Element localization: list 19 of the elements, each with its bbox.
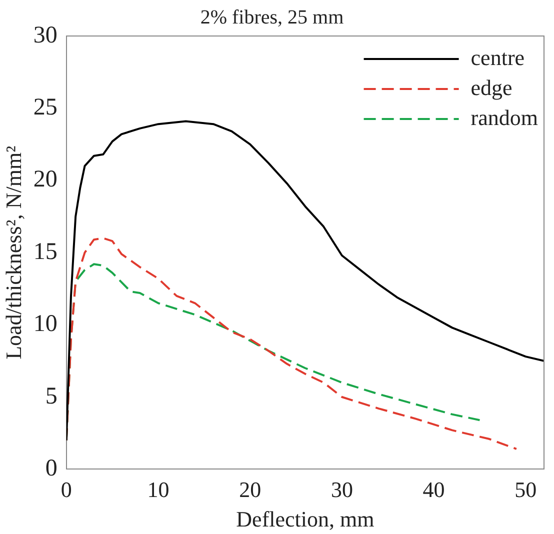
y-tick-label: 20 (33, 166, 58, 193)
line-series (66, 237, 518, 450)
x-tick-label: 50 (514, 477, 537, 502)
legend-label: centre (470, 44, 525, 70)
y-tick-label: 15 (33, 238, 58, 265)
x-tick-label: 30 (330, 477, 353, 502)
x-tick-label: 10 (147, 477, 170, 502)
x-tick-label: 40 (422, 477, 445, 502)
y-tick-label: 30 (33, 22, 58, 48)
y-tick-label: 10 (33, 311, 58, 338)
x-axis-title: Deflection, mm (236, 506, 374, 532)
y-tick-label: 0 (45, 455, 58, 482)
y-tick-label: 25 (33, 94, 58, 120)
y-axis-title: Load/thickness², N/mm² (0, 145, 26, 360)
chart-title: 2% fibres, 25 mm (200, 6, 344, 28)
legend-label: edge (470, 74, 512, 100)
x-tick-label: 20 (239, 477, 262, 502)
y-tick-label: 5 (45, 383, 58, 410)
legend-label: random (470, 104, 538, 130)
